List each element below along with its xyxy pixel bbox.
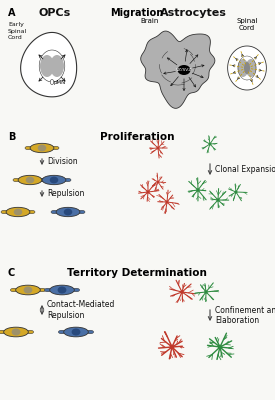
Ellipse shape [10, 288, 17, 292]
Ellipse shape [52, 146, 59, 150]
Text: pMN: pMN [54, 80, 66, 85]
Ellipse shape [64, 209, 72, 215]
Ellipse shape [50, 177, 58, 183]
Ellipse shape [243, 64, 251, 72]
Ellipse shape [44, 288, 51, 292]
Ellipse shape [56, 207, 80, 217]
Ellipse shape [27, 330, 34, 334]
Ellipse shape [216, 198, 220, 202]
Polygon shape [141, 31, 215, 108]
Ellipse shape [6, 207, 30, 217]
Text: OPCs: OPCs [39, 8, 71, 18]
Text: Migration: Migration [110, 8, 164, 18]
Ellipse shape [50, 285, 74, 295]
Polygon shape [21, 32, 77, 97]
Ellipse shape [218, 345, 222, 349]
Ellipse shape [180, 290, 184, 294]
Ellipse shape [50, 55, 64, 77]
Ellipse shape [30, 143, 54, 153]
Ellipse shape [25, 146, 32, 150]
Ellipse shape [156, 146, 160, 150]
Ellipse shape [0, 330, 6, 334]
Ellipse shape [64, 327, 88, 337]
Ellipse shape [238, 59, 249, 77]
Ellipse shape [1, 210, 8, 214]
Ellipse shape [208, 142, 211, 146]
Ellipse shape [235, 190, 238, 194]
Ellipse shape [58, 330, 65, 334]
Ellipse shape [50, 80, 54, 84]
Ellipse shape [4, 327, 28, 337]
Ellipse shape [28, 210, 35, 214]
Text: Repulsion: Repulsion [47, 190, 84, 198]
Ellipse shape [39, 288, 46, 292]
Polygon shape [228, 46, 266, 90]
Ellipse shape [47, 62, 57, 70]
Text: Confinement and
Elaboration: Confinement and Elaboration [215, 306, 275, 325]
Text: Contact-Mediated
Repulsion: Contact-Mediated Repulsion [47, 300, 116, 320]
Text: B: B [8, 132, 15, 142]
Ellipse shape [18, 175, 42, 185]
Text: Proliferation: Proliferation [100, 132, 174, 142]
Ellipse shape [64, 178, 71, 182]
Text: Territory Determination: Territory Determination [67, 268, 207, 278]
Ellipse shape [244, 62, 250, 74]
Ellipse shape [156, 181, 160, 183]
Ellipse shape [170, 345, 174, 349]
Ellipse shape [73, 288, 79, 292]
Text: Astrocytes: Astrocytes [160, 8, 226, 18]
Ellipse shape [26, 177, 34, 183]
Text: Clonal Expansion: Clonal Expansion [215, 165, 275, 174]
Ellipse shape [40, 55, 54, 77]
Ellipse shape [204, 290, 208, 294]
Text: VZ/SVZ: VZ/SVZ [176, 68, 192, 72]
Ellipse shape [16, 285, 40, 295]
Ellipse shape [177, 65, 191, 75]
Ellipse shape [37, 178, 44, 182]
Ellipse shape [165, 200, 169, 204]
Text: C: C [8, 268, 15, 278]
Ellipse shape [42, 175, 66, 185]
Ellipse shape [24, 286, 32, 294]
Ellipse shape [40, 178, 47, 182]
Ellipse shape [13, 178, 20, 182]
Ellipse shape [78, 210, 85, 214]
Ellipse shape [196, 188, 200, 192]
Text: A: A [8, 8, 15, 18]
Text: Early
Spinal
Cord: Early Spinal Cord [8, 22, 27, 40]
Ellipse shape [146, 190, 150, 194]
Text: Division: Division [47, 158, 78, 166]
Text: Brain: Brain [141, 18, 159, 24]
Ellipse shape [12, 328, 20, 336]
Ellipse shape [57, 286, 66, 294]
Ellipse shape [51, 210, 58, 214]
Ellipse shape [38, 144, 46, 151]
Ellipse shape [87, 330, 94, 334]
Ellipse shape [14, 209, 22, 215]
Text: Spinal
Cord: Spinal Cord [236, 18, 258, 32]
Ellipse shape [72, 328, 80, 336]
Ellipse shape [246, 59, 257, 77]
